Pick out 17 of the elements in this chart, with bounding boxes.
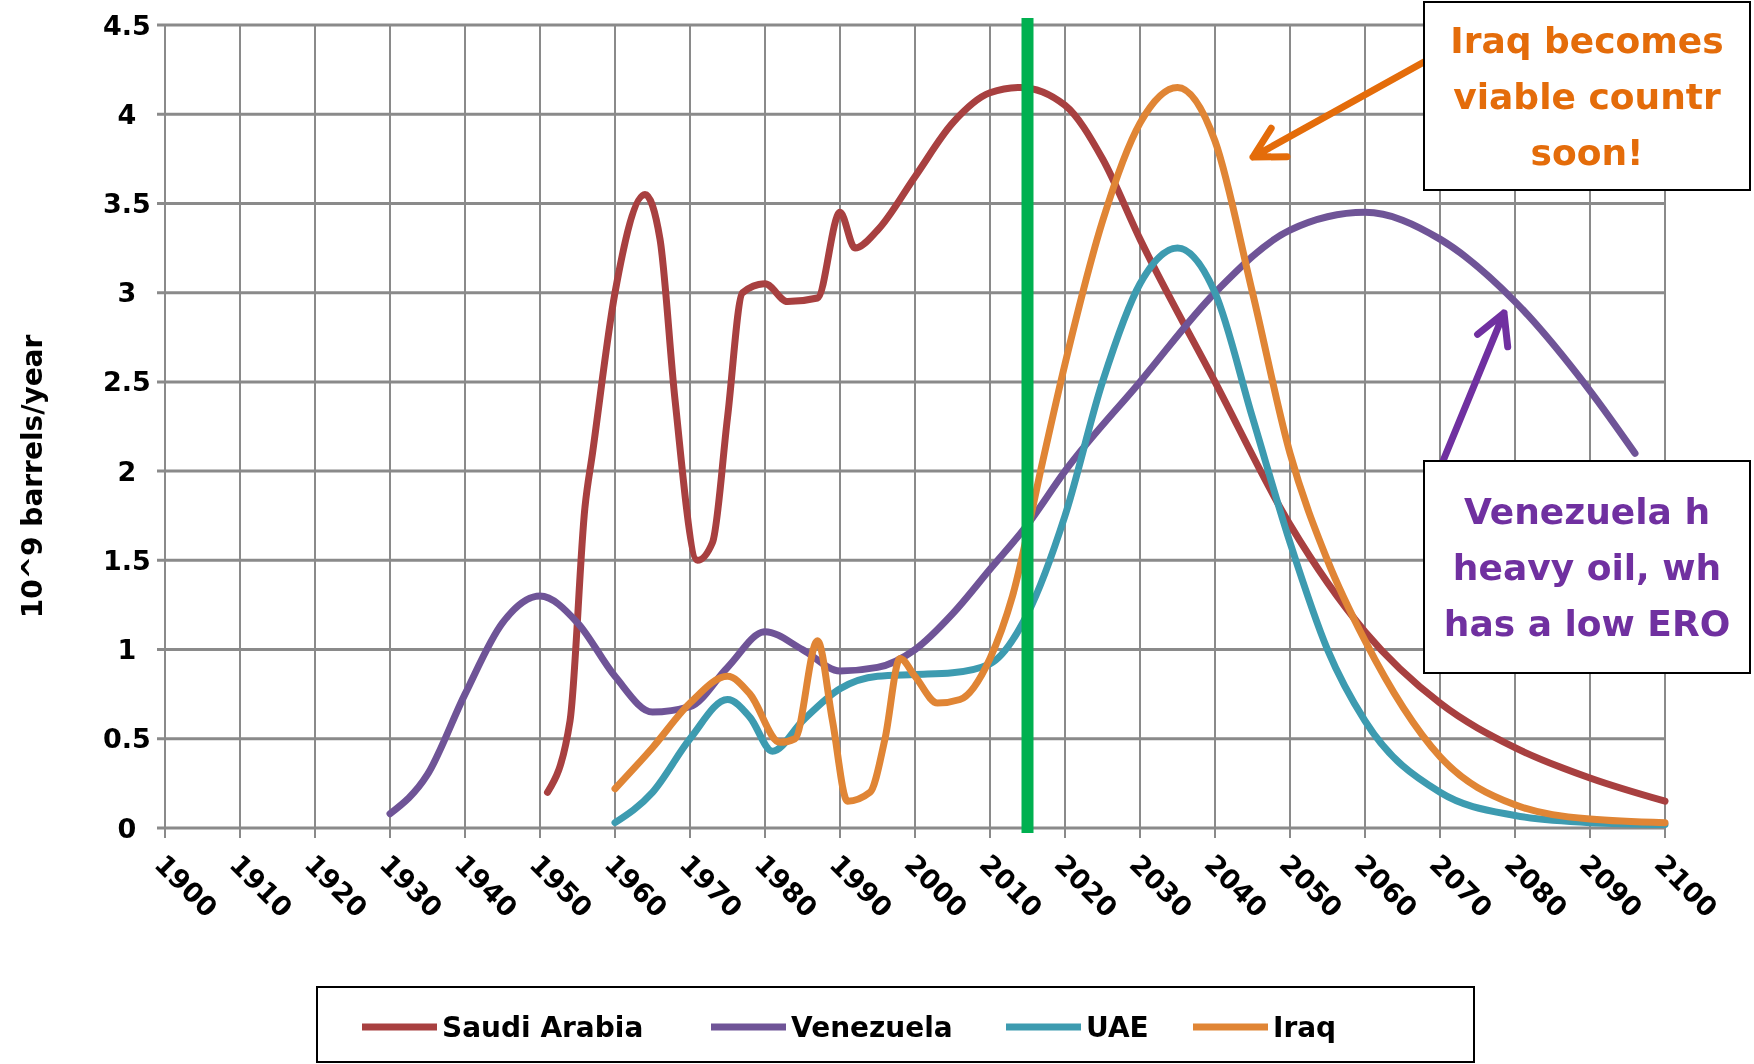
y-tick-label: 4.5 — [103, 9, 151, 41]
annotation: Iraq becomes viable countr soon! — [1450, 19, 1724, 173]
legend-label: UAE — [1086, 1010, 1149, 1044]
y-axis-title: 10^9 barrels/year — [16, 334, 49, 619]
legend-label: Venezuela — [791, 1010, 953, 1044]
legend-label: Iraq — [1273, 1010, 1337, 1044]
y-tick-label: 3 — [117, 277, 137, 309]
legend-label: Saudi Arabia — [442, 1010, 644, 1044]
y-tick-label: 3.5 — [103, 187, 151, 219]
y-tick-label: 0 — [117, 812, 137, 844]
annotation: Venezuela h heavy oil, wh has a low ERO — [1443, 490, 1731, 644]
y-tick-label: 1.5 — [103, 544, 151, 576]
y-tick-label: 2.5 — [103, 366, 151, 398]
y-tick-label: 1 — [117, 634, 137, 666]
y-tick-label: 0.5 — [103, 723, 151, 755]
y-tick-label: 2 — [117, 455, 137, 487]
y-tick-label: 4 — [117, 98, 137, 130]
